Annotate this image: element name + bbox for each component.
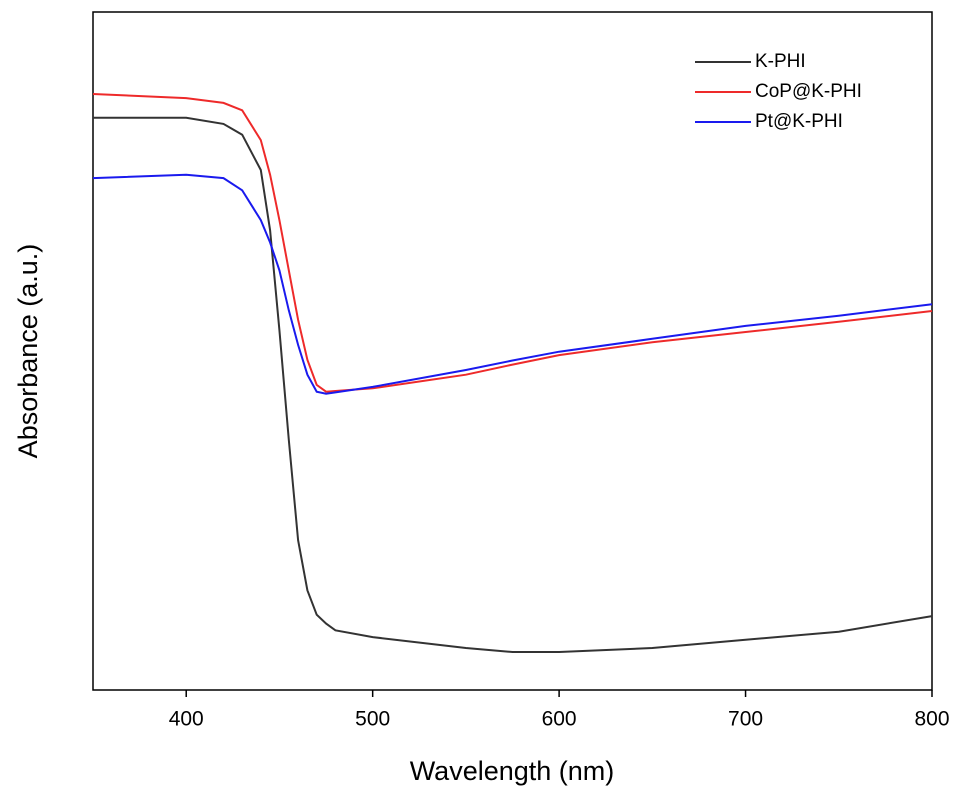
data-line <box>92 173 933 395</box>
plot-frame <box>92 11 933 691</box>
data-line <box>92 93 933 393</box>
x-tick-label: 500 <box>355 708 390 731</box>
x-tick-label: 400 <box>169 708 204 731</box>
data-line <box>93 116 933 653</box>
legend-label: CoP@K-PHI <box>755 81 862 102</box>
y-axis-label: Absorbance (a.u.) <box>13 244 43 459</box>
x-axis-label: Wavelength (nm) <box>410 756 615 786</box>
x-tick-label: 800 <box>914 708 949 731</box>
legend-label: K-PHI <box>755 51 806 72</box>
x-tick-label: 600 <box>542 708 577 731</box>
legend-label: Pt@K-PHI <box>755 111 843 132</box>
x-tick-label: 700 <box>728 708 763 731</box>
